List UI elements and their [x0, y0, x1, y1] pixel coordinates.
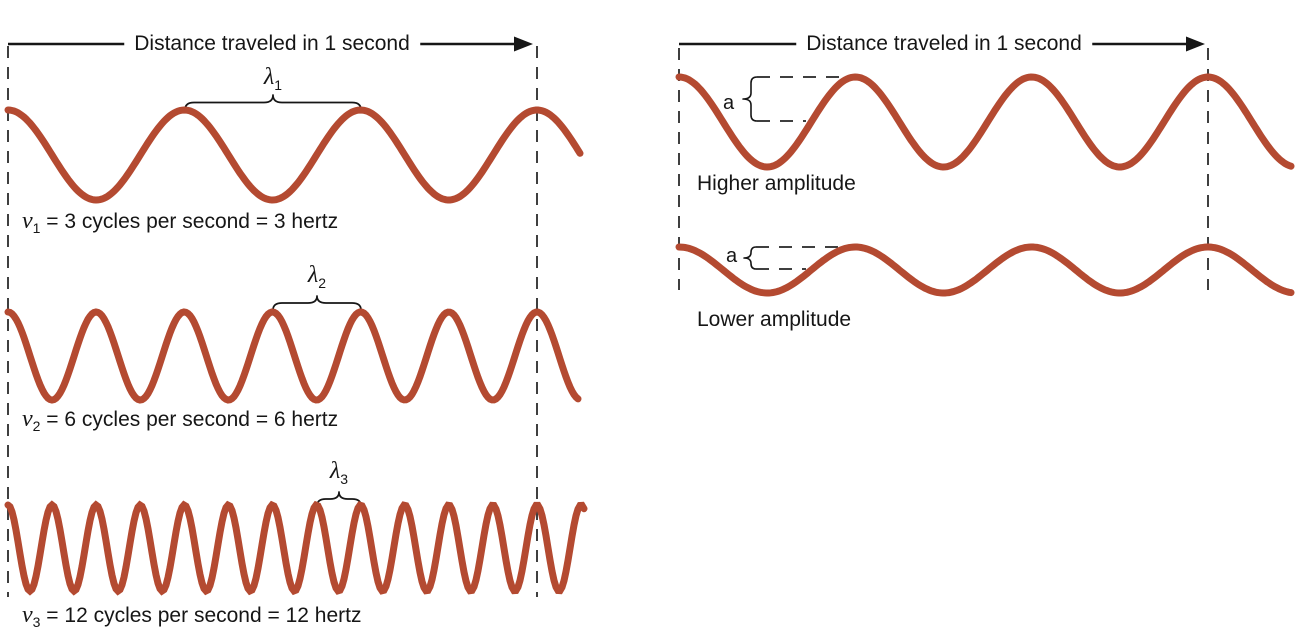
frequency-caption-2: ν2 = 6 cycles per second = 6 hertz	[22, 406, 338, 433]
wave-higher-amplitude	[675, 73, 1295, 171]
lambda-subscript-2: 2	[318, 274, 327, 291]
frequency-caption-text-1: = 3 cycles per second = 3 hertz	[40, 210, 339, 233]
lambda-subscript-3: 3	[340, 470, 349, 487]
right-distance-label: Distance traveled in 1 second	[796, 31, 1092, 56]
nu-subscript-3: 3	[32, 614, 41, 631]
nu-symbol-1: ν	[22, 208, 33, 234]
wave-6hz	[4, 308, 582, 404]
nu-symbol-3: ν	[22, 602, 33, 628]
amplitude-letter-lower: a	[726, 245, 738, 267]
nu-subscript-2: 2	[32, 418, 41, 435]
frequency-caption-1: ν1 = 3 cycles per second = 3 hertz	[22, 208, 338, 235]
frequency-caption-text-2: = 6 cycles per second = 6 hertz	[40, 408, 339, 431]
amplitude-brace-lower	[743, 246, 757, 270]
amplitude-brace-higher	[742, 76, 758, 122]
nu-subscript-1: 1	[32, 220, 41, 237]
wavelength-brace-3	[316, 491, 362, 507]
wavelength-label-3: λ3	[329, 458, 349, 487]
lower-amplitude-caption: Lower amplitude	[697, 308, 852, 331]
wave-12hz	[4, 500, 588, 596]
frequency-caption-3: ν3 = 12 cycles per second = 12 hertz	[22, 602, 361, 629]
wavelength-label-2: λ2	[307, 262, 327, 291]
wave-lower-amplitude	[675, 243, 1295, 297]
wave-3hz	[4, 106, 584, 204]
higher-amplitude-caption: Higher amplitude	[697, 172, 856, 195]
left-distance-arrow-head	[514, 36, 533, 52]
wavelength-label-1: λ1	[263, 64, 283, 93]
wavelength-brace-2	[272, 295, 362, 311]
amplitude-letter-higher: a	[723, 92, 735, 114]
lambda-symbol-3: λ	[329, 458, 341, 484]
lambda-symbol-2: λ	[307, 262, 319, 288]
right-distance-arrow-head	[1186, 36, 1205, 52]
nu-symbol-2: ν	[22, 406, 33, 432]
lambda-subscript-1: 1	[274, 76, 283, 93]
lambda-symbol-1: λ	[263, 64, 275, 90]
left-distance-label: Distance traveled in 1 second	[124, 31, 420, 56]
wavelength-brace-1	[184, 94, 362, 111]
frequency-caption-text-3: = 12 cycles per second = 12 hertz	[40, 604, 362, 627]
